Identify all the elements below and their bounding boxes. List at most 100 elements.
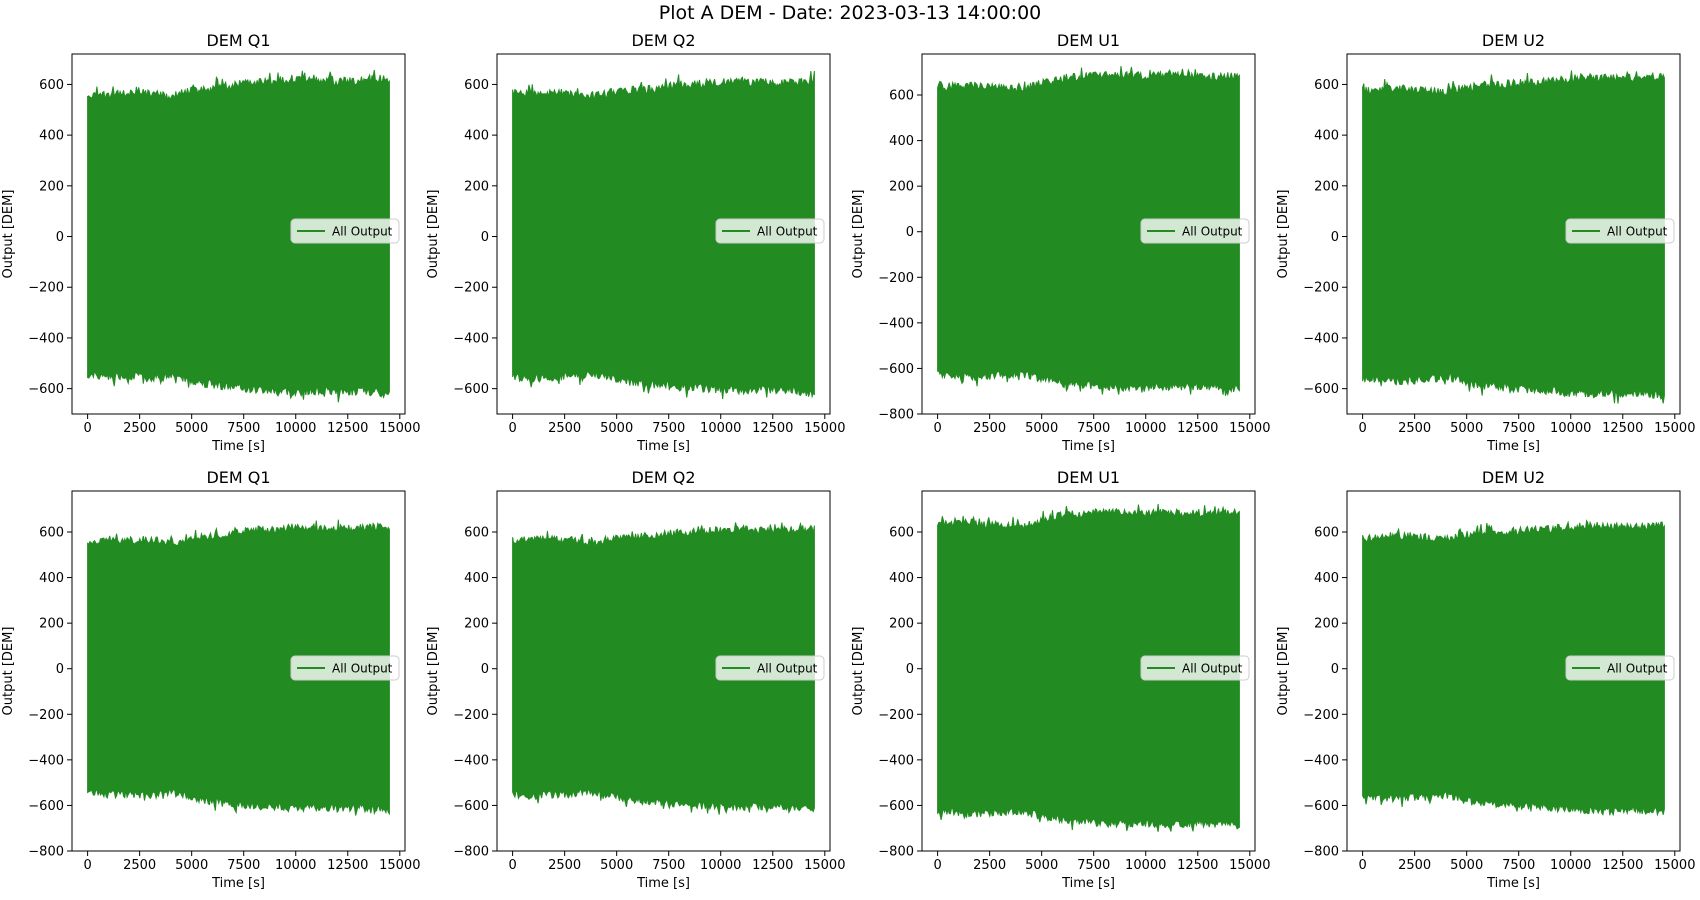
- x-tick-label: 5000: [1025, 858, 1058, 873]
- x-tick-label: 12500: [1177, 858, 1218, 873]
- x-tick-label: 12500: [1177, 421, 1218, 436]
- x-tick-label: 5000: [600, 421, 633, 436]
- y-tick-label: 400: [1314, 571, 1339, 586]
- y-tick-label: −600: [28, 799, 64, 814]
- x-tick-label: 0: [83, 858, 91, 873]
- x-tick-label: 10000: [700, 858, 741, 873]
- y-tick-label: 0: [56, 662, 64, 677]
- subplot-title: DEM U2: [1482, 31, 1545, 50]
- y-tick-label: −800: [453, 845, 489, 860]
- axes-frame: [921, 53, 1256, 415]
- x-tick-label: 5000: [175, 858, 208, 873]
- x-tick-label: 2500: [973, 858, 1006, 873]
- series-all-output: [87, 519, 390, 816]
- x-tick-label: 0: [1358, 858, 1366, 873]
- legend: All Output: [1565, 218, 1675, 244]
- y-tick-label: −800: [28, 845, 64, 860]
- y-tick-label: −400: [28, 753, 64, 768]
- legend-label: All Output: [1607, 662, 1668, 676]
- legend: All Output: [1140, 218, 1250, 244]
- x-tick-label: 0: [933, 858, 941, 873]
- subplot: 0 2500 5000 7500 10000 12500 15000 −800 −600 −400…: [851, 31, 1270, 454]
- y-tick-label: 0: [906, 662, 914, 677]
- y-tick-label: −600: [28, 382, 64, 397]
- subplot-title: DEM Q1: [206, 468, 270, 487]
- series-all-output: [937, 65, 1240, 397]
- x-tick-label: 12500: [1602, 858, 1643, 873]
- legend: All Output: [1565, 655, 1675, 681]
- x-tick-label: 10000: [1125, 858, 1166, 873]
- x-tick-label: 12500: [327, 421, 368, 436]
- y-tick-label: −200: [28, 708, 64, 723]
- y-tick-label: −200: [453, 708, 489, 723]
- subplot: 0 2500 5000 7500 10000 12500 15000 −600 −400 −200…: [426, 31, 845, 454]
- axes-frame: [921, 490, 1256, 852]
- subplot: 0 2500 5000 7500 10000 12500 15000 −600 −400 −200…: [1, 31, 420, 454]
- y-axis-label: Output [DEM]: [1, 627, 16, 716]
- x-tick-label: 12500: [1602, 421, 1643, 436]
- legend: All Output: [290, 218, 400, 244]
- legend-label: All Output: [1182, 662, 1243, 676]
- y-tick-label: 600: [39, 526, 64, 541]
- x-tick-label: 2500: [548, 858, 581, 873]
- x-tick-label: 15000: [379, 421, 420, 436]
- legend-box: [1565, 655, 1675, 681]
- y-tick-label: 200: [464, 179, 489, 194]
- x-tick-label: 10000: [1125, 421, 1166, 436]
- y-axis-label: Output [DEM]: [426, 190, 441, 279]
- x-axis-label: Time [s]: [636, 876, 690, 891]
- series-all-output: [1362, 519, 1665, 817]
- legend-box: [715, 218, 825, 244]
- y-tick-label: 400: [464, 571, 489, 586]
- y-tick-label: −600: [1303, 799, 1339, 814]
- y-tick-label: 400: [464, 129, 489, 144]
- y-tick-label: 200: [39, 179, 64, 194]
- y-tick-label: −400: [878, 316, 914, 331]
- legend-box: [715, 655, 825, 681]
- series-all-output: [512, 70, 815, 400]
- y-axis-label: Output [DEM]: [851, 190, 866, 279]
- x-tick-label: 7500: [1502, 858, 1535, 873]
- y-tick-label: −200: [878, 271, 914, 286]
- y-tick-label: 400: [889, 134, 914, 149]
- subplot: 0 2500 5000 7500 10000 12500 15000 −800 −600 −400…: [1276, 468, 1695, 891]
- x-tick-label: 15000: [804, 858, 845, 873]
- series-all-output: [512, 521, 815, 815]
- x-tick-label: 7500: [652, 421, 685, 436]
- y-tick-label: 200: [464, 617, 489, 632]
- x-tick-label: 10000: [700, 421, 741, 436]
- y-tick-label: 200: [1314, 179, 1339, 194]
- x-tick-label: 5000: [1025, 421, 1058, 436]
- x-tick-label: 0: [508, 858, 516, 873]
- x-tick-label: 7500: [1077, 421, 1110, 436]
- y-tick-label: −800: [1303, 845, 1339, 860]
- x-tick-label: 5000: [175, 421, 208, 436]
- x-tick-label: 12500: [752, 858, 793, 873]
- y-tick-label: −800: [878, 845, 914, 860]
- x-tick-label: 0: [1358, 421, 1366, 436]
- axes-frame: [496, 490, 831, 852]
- y-tick-label: −400: [1303, 753, 1339, 768]
- y-tick-label: 400: [39, 571, 64, 586]
- y-tick-label: 0: [1331, 662, 1339, 677]
- x-tick-label: 2500: [973, 421, 1006, 436]
- x-tick-label: 7500: [652, 858, 685, 873]
- x-tick-label: 2500: [548, 421, 581, 436]
- x-axis-label: Time [s]: [1061, 439, 1115, 454]
- legend-box: [290, 655, 400, 681]
- x-tick-label: 15000: [804, 421, 845, 436]
- y-tick-label: 400: [1314, 129, 1339, 144]
- legend-label: All Output: [757, 225, 818, 239]
- x-tick-label: 5000: [1450, 858, 1483, 873]
- x-tick-label: 15000: [1229, 421, 1270, 436]
- x-tick-label: 5000: [600, 858, 633, 873]
- y-tick-label: −800: [878, 408, 914, 423]
- legend: All Output: [290, 655, 400, 681]
- x-tick-label: 0: [508, 421, 516, 436]
- y-tick-label: −400: [453, 753, 489, 768]
- x-tick-label: 15000: [379, 858, 420, 873]
- y-tick-label: −200: [1303, 281, 1339, 296]
- figure-title: Plot A DEM - Date: 2023-03-13 14:00:00: [658, 2, 1042, 24]
- y-tick-label: 600: [464, 526, 489, 541]
